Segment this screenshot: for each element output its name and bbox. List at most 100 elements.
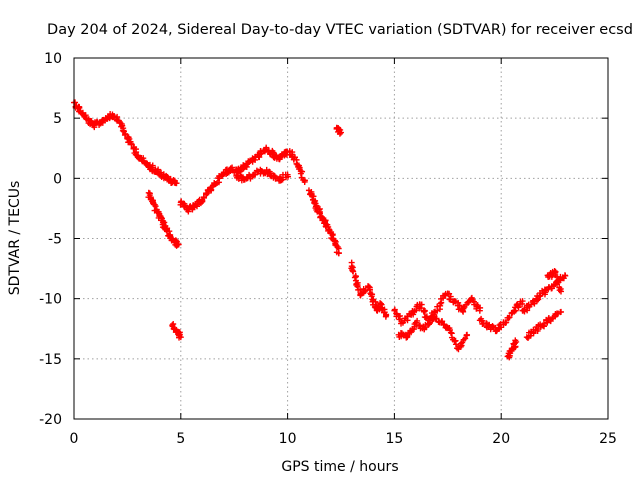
series-dip-arc-3h xyxy=(145,189,182,249)
data-point xyxy=(173,180,180,187)
data-point xyxy=(301,178,308,185)
data-point xyxy=(201,194,208,201)
data-point xyxy=(418,301,425,308)
data-point xyxy=(338,129,344,136)
data-point xyxy=(513,338,520,345)
data-point xyxy=(422,307,428,314)
data-point xyxy=(476,307,483,314)
data-point xyxy=(519,298,526,305)
data-point xyxy=(552,272,559,279)
data-point xyxy=(167,175,174,182)
x-tick-label: 5 xyxy=(176,431,185,447)
data-point xyxy=(507,350,514,357)
series-plateau-lower xyxy=(233,166,291,184)
data-point xyxy=(451,338,458,345)
grid xyxy=(74,58,608,419)
data-point xyxy=(110,113,117,120)
data-points xyxy=(71,99,569,361)
x-tick-label: 25 xyxy=(599,431,617,447)
series-right-lower xyxy=(523,308,565,341)
tick-labels: 0 5 10 15 20 25 -20 -15 -10 -5 0 5 10 xyxy=(39,51,617,447)
y-tick-label: 0 xyxy=(53,171,62,187)
x-axis-label: GPS time / hours xyxy=(281,459,398,475)
series-drop-13to14.5h xyxy=(348,259,390,320)
series-band-19to21h xyxy=(476,298,526,335)
y-tick-label: -15 xyxy=(39,352,62,368)
data-point xyxy=(452,298,459,305)
data-point xyxy=(297,170,304,177)
data-point xyxy=(410,311,417,318)
data-point xyxy=(185,208,192,215)
data-point xyxy=(456,302,463,309)
series-plateau-7to11h xyxy=(231,144,308,185)
data-point xyxy=(377,300,384,307)
data-point xyxy=(391,306,398,313)
data-point xyxy=(505,314,512,321)
series-lower-15to19h xyxy=(395,313,471,353)
data-point xyxy=(464,331,471,338)
data-point xyxy=(336,130,343,137)
x-tick-label: 20 xyxy=(492,431,510,447)
data-point xyxy=(192,202,199,209)
data-point xyxy=(365,283,372,290)
data-point xyxy=(270,172,277,179)
data-point xyxy=(503,319,510,326)
data-point xyxy=(540,322,547,329)
x-tick-label: 0 xyxy=(70,431,79,447)
data-point xyxy=(558,308,565,315)
data-point xyxy=(166,231,173,238)
x-tick-label: 10 xyxy=(279,431,297,447)
data-point xyxy=(133,149,140,156)
data-point xyxy=(382,313,389,320)
data-point xyxy=(562,272,569,279)
data-point xyxy=(506,314,513,321)
series-isolated-12.5h xyxy=(333,124,344,137)
data-point xyxy=(437,300,444,307)
data-point xyxy=(515,304,522,311)
data-point xyxy=(354,283,361,290)
data-point xyxy=(263,144,270,151)
data-point xyxy=(474,303,481,310)
x-tick-label: 15 xyxy=(385,431,403,447)
series-early-decline xyxy=(71,99,180,187)
data-point xyxy=(462,335,469,342)
data-point xyxy=(350,268,357,275)
data-point xyxy=(512,307,519,314)
data-point xyxy=(151,201,158,208)
y-tick-label: 5 xyxy=(53,111,62,127)
series-right-top xyxy=(544,267,565,295)
y-tick-label: 10 xyxy=(44,51,62,67)
series-isolated-4.8h xyxy=(169,321,184,341)
data-point xyxy=(404,334,411,341)
data-point xyxy=(336,126,343,133)
data-point xyxy=(176,331,183,338)
axis-ticks xyxy=(73,57,609,420)
data-point xyxy=(203,190,210,197)
y-axis-label: SDTVAR / TECUs xyxy=(7,181,23,296)
data-point xyxy=(521,306,528,313)
data-point xyxy=(372,298,379,305)
series-rise-5to7h xyxy=(177,164,236,215)
data-point xyxy=(128,140,135,147)
y-tick-label: -10 xyxy=(39,292,62,308)
chart-title: Day 204 of 2024, Sidereal Day-to-day VTE… xyxy=(47,22,633,38)
data-point xyxy=(335,249,342,256)
y-tick-label: -5 xyxy=(48,232,62,248)
series-isolated-20.5h xyxy=(504,337,520,361)
data-point xyxy=(433,315,440,322)
data-point xyxy=(558,288,565,295)
data-point xyxy=(278,177,285,184)
series-decline-11to12.5h xyxy=(305,187,342,257)
data-point xyxy=(551,267,558,274)
data-point xyxy=(408,329,415,336)
data-point xyxy=(531,300,538,307)
data-point xyxy=(555,279,562,286)
data-point xyxy=(447,293,454,300)
data-point xyxy=(175,241,182,248)
data-point xyxy=(535,296,542,303)
data-point xyxy=(446,326,453,333)
data-point xyxy=(316,208,323,215)
data-point xyxy=(146,192,153,199)
data-point xyxy=(421,308,428,315)
